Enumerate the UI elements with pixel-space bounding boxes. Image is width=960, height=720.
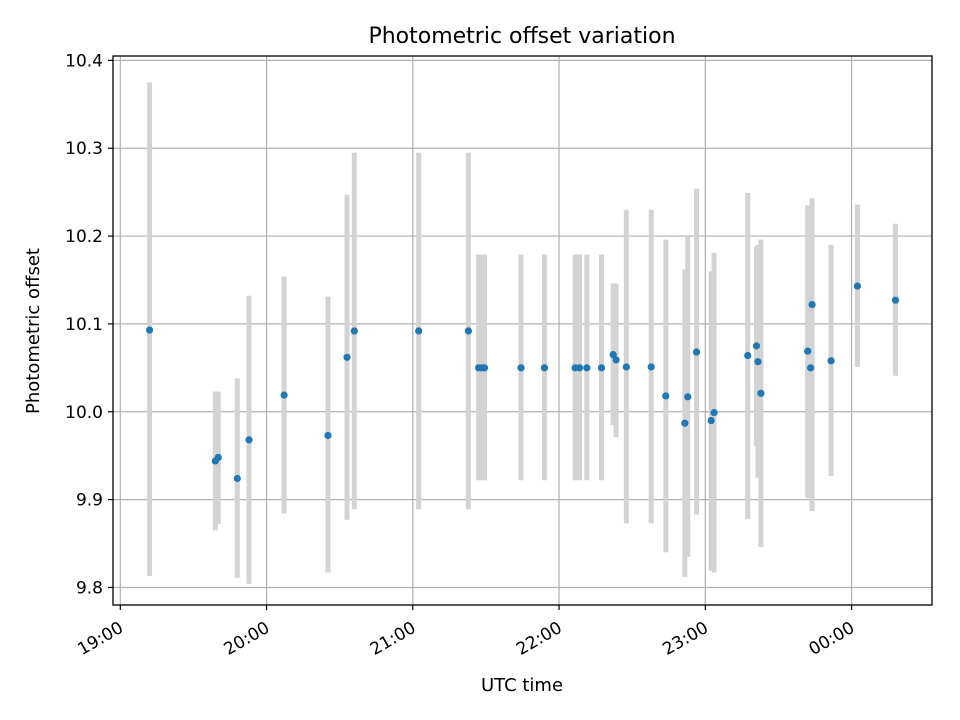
error-bars bbox=[147, 82, 898, 584]
data-point bbox=[662, 392, 670, 400]
y-tick-label: 10.3 bbox=[65, 139, 103, 159]
data-point bbox=[681, 419, 689, 427]
data-point bbox=[808, 300, 816, 309]
data-point bbox=[622, 363, 630, 371]
data-point bbox=[692, 348, 701, 356]
x-tick-label: 20:00 bbox=[221, 618, 273, 660]
data-point bbox=[710, 409, 718, 417]
data-point bbox=[245, 436, 253, 444]
data-points bbox=[145, 282, 900, 483]
data-point bbox=[647, 363, 655, 371]
data-point bbox=[583, 364, 591, 372]
data-point bbox=[891, 296, 900, 304]
data-point bbox=[415, 327, 423, 335]
x-tick-label: 00:00 bbox=[806, 618, 858, 660]
data-point bbox=[575, 364, 584, 372]
data-point bbox=[707, 416, 715, 425]
data-point bbox=[804, 347, 812, 355]
x-axis-label: UTC time bbox=[481, 675, 563, 696]
data-point bbox=[464, 327, 472, 335]
data-point bbox=[233, 474, 241, 483]
x-tick-label: 23:00 bbox=[659, 618, 711, 660]
data-point bbox=[757, 389, 765, 397]
y-tick-label: 9.8 bbox=[76, 578, 103, 598]
y-tick-label: 9.9 bbox=[76, 491, 103, 511]
data-point bbox=[343, 353, 351, 361]
data-point bbox=[280, 391, 288, 399]
x-tick-label: 21:00 bbox=[367, 618, 419, 660]
data-point bbox=[609, 351, 617, 359]
data-point bbox=[480, 364, 489, 372]
x-tick-label: 22:00 bbox=[513, 618, 565, 660]
data-point bbox=[752, 342, 761, 350]
y-tick-label: 10.2 bbox=[65, 227, 103, 247]
y-tick-label: 10.1 bbox=[65, 315, 103, 335]
data-point bbox=[684, 393, 692, 401]
data-point bbox=[517, 364, 525, 372]
data-point bbox=[827, 357, 835, 365]
data-point bbox=[350, 327, 358, 335]
data-point bbox=[597, 364, 606, 372]
data-point bbox=[324, 431, 332, 440]
x-tick-label: 19:00 bbox=[74, 618, 126, 660]
chart-title: Photometric offset variation bbox=[368, 24, 675, 49]
data-point bbox=[214, 453, 222, 462]
plot-frame bbox=[112, 55, 933, 606]
data-point bbox=[612, 356, 620, 364]
data-point bbox=[807, 364, 815, 372]
data-point bbox=[145, 326, 154, 334]
axis-ticks: 19:00 20:00 21:00 22:00 23:00 00:00 9.8 9.9 10.0… bbox=[65, 51, 858, 659]
data-point bbox=[744, 351, 752, 360]
data-point bbox=[754, 358, 762, 366]
data-point bbox=[853, 282, 862, 290]
y-tick-label: 10.4 bbox=[65, 51, 103, 71]
y-axis-label: Photometric offset bbox=[23, 248, 44, 414]
data-point bbox=[540, 364, 549, 372]
y-tick-label: 10.0 bbox=[65, 403, 103, 423]
